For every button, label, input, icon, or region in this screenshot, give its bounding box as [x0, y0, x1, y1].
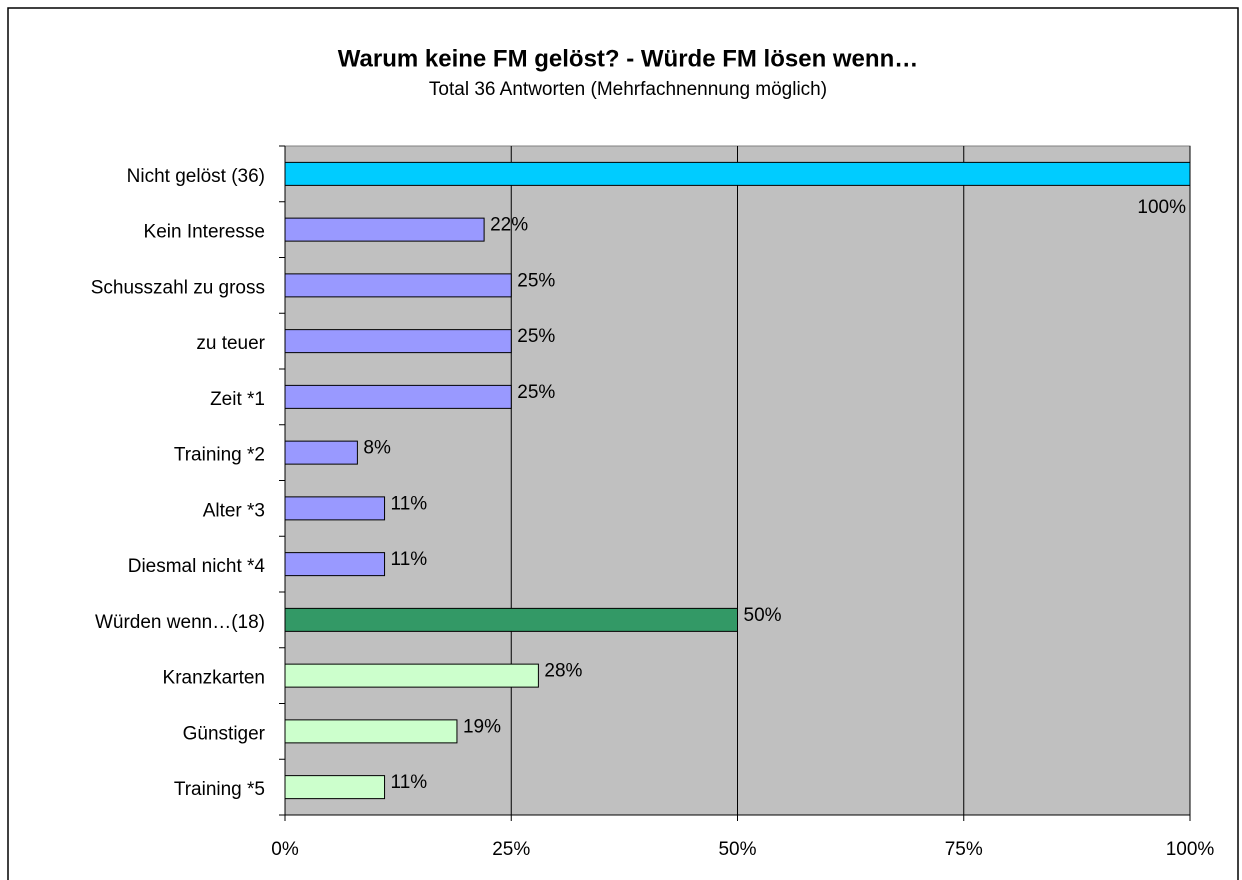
data-label: 11%: [391, 772, 428, 793]
x-tick-label: 50%: [718, 839, 756, 860]
data-label: 25%: [517, 270, 555, 291]
x-tick-label: 0%: [271, 839, 299, 860]
y-tick-label: Kein Interesse: [144, 222, 265, 243]
x-tick-label: 25%: [492, 839, 530, 860]
y-tick-label: Zeit *1: [210, 389, 265, 410]
bar: [284, 663, 539, 688]
bar: [284, 440, 358, 465]
y-tick-label: Training *5: [174, 779, 265, 800]
x-tick-label: 100%: [1166, 839, 1215, 860]
data-label: 28%: [544, 661, 582, 682]
bar: [284, 552, 386, 577]
y-tick-label: Würden wenn…(18): [95, 612, 265, 633]
y-tick-label: Diesmal nicht *4: [128, 556, 266, 577]
y-tick-label: Kranzkarten: [163, 668, 265, 689]
bar: [284, 161, 1191, 186]
data-label: 100%: [1137, 197, 1186, 218]
data-label: 19%: [463, 716, 501, 737]
data-label: 50%: [744, 605, 782, 626]
chart-subtitle: Total 36 Antworten (Mehrfachnennung mögl…: [429, 79, 827, 100]
data-label: 25%: [517, 326, 555, 347]
y-tick-label: Alter *3: [203, 500, 265, 521]
bar: [284, 607, 738, 632]
bar: [284, 775, 386, 800]
bar: [284, 719, 458, 744]
bar: [284, 329, 512, 354]
y-tick-label: Günstiger: [183, 723, 266, 744]
y-tick-label: Schusszahl zu gross: [91, 277, 265, 298]
data-label: 8%: [363, 438, 391, 459]
bar: [284, 496, 386, 521]
data-label: 11%: [391, 549, 428, 570]
bar: [284, 384, 512, 409]
data-label: 25%: [517, 382, 555, 403]
y-tick-label: Nicht gelöst (36): [127, 166, 265, 187]
y-tick-label: zu teuer: [196, 333, 265, 354]
y-tick-label: Training *2: [174, 445, 265, 466]
chart-title: Warum keine FM gelöst? - Würde FM lösen …: [338, 45, 918, 72]
data-label: 22%: [490, 215, 528, 236]
data-label: 11%: [391, 493, 428, 514]
x-tick-label: 75%: [945, 839, 983, 860]
bar: [284, 217, 485, 242]
bar: [284, 273, 512, 298]
